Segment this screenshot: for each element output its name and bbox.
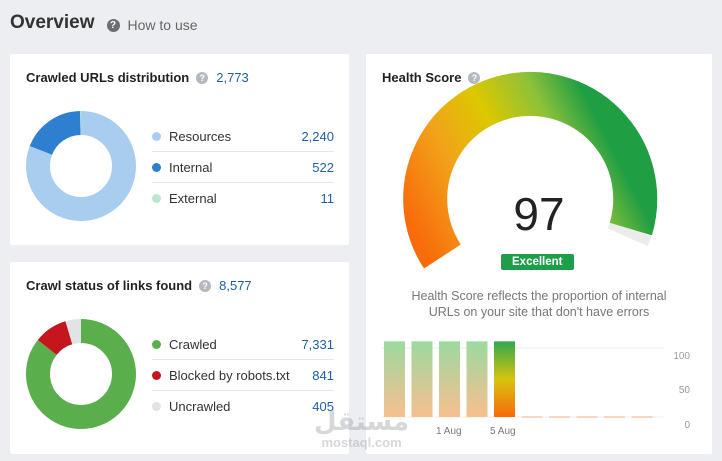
gauge-value-arc <box>403 71 658 269</box>
crawled-urls-card: Crawled URLs distribution ? 2,773 Resour… <box>10 54 349 245</box>
how-to-use-label: How to use <box>127 17 198 33</box>
legend-row-blocked[interactable]: Blocked by robots.txt 841 <box>152 360 334 391</box>
crawled-urls-legend: Resources 2,240 Internal 522 External 11 <box>152 121 334 214</box>
blocked-color-dot <box>152 370 161 380</box>
help-icon[interactable]: ? <box>468 71 481 84</box>
legend-label: Uncrawled <box>169 399 231 414</box>
legend-value[interactable]: 841 <box>312 367 334 383</box>
x-axis-label-5-aug: 5 Aug <box>490 426 516 437</box>
crawl-status-card: Crawl status of links found ? 8,577 Craw… <box>10 262 349 454</box>
legend-row-internal[interactable]: Internal 522 <box>152 152 334 183</box>
history-bar[interactable] <box>411 341 433 417</box>
legend-label: Crawled <box>169 336 217 352</box>
crawled-urls-title: Crawled URLs distribution <box>26 70 190 85</box>
history-bar[interactable] <box>466 341 488 417</box>
external-color-dot <box>152 194 161 203</box>
legend-label: Internal <box>169 159 213 175</box>
crawl-status-total-link[interactable]: 8,577 <box>219 278 252 293</box>
legend-label: External <box>169 191 217 206</box>
uncrawled-color-dot <box>152 402 161 411</box>
crawl-status-donut-chart <box>26 319 136 429</box>
health-score-description: Health Score reflects the proportion of … <box>366 288 712 320</box>
uncrawled-slice[interactable] <box>26 319 136 429</box>
crawl-status-title-row: Crawl status of links found ? 8,577 <box>26 278 252 293</box>
page-title: Overview <box>10 12 95 33</box>
gauge-remaining-arc <box>607 221 652 247</box>
help-icon[interactable]: ? <box>199 279 212 292</box>
health-score-gauge <box>403 71 658 269</box>
legend-value[interactable]: 7,331 <box>301 336 334 352</box>
legend-row-resources[interactable]: Resources 2,240 <box>152 121 334 152</box>
history-bar[interactable] <box>521 416 543 418</box>
watermark: مستقل mostaql.com <box>314 408 409 450</box>
internal-color-dot <box>152 162 161 172</box>
history-bar[interactable] <box>576 416 598 418</box>
crawled-urls-title-row: Crawled URLs distribution ? 2,773 <box>26 70 249 85</box>
y-axis-tick-100: 100 <box>673 351 690 362</box>
health-history-chart <box>382 341 664 418</box>
legend-value[interactable]: 11 <box>320 191 335 206</box>
health-score-value: 97 <box>513 188 565 240</box>
health-score-card: Health Score ? 97 Excellent Health Score… <box>366 54 712 454</box>
x-axis-label-1-aug: 1 Aug <box>436 426 462 437</box>
description-line-1: Health Score reflects the proportion of … <box>411 289 667 303</box>
watermark-arabic: مستقل <box>314 407 410 437</box>
history-bar[interactable] <box>384 341 405 417</box>
health-rating-badge: Excellent <box>501 254 574 270</box>
legend-value[interactable]: 405 <box>312 399 334 414</box>
history-bar[interactable] <box>439 341 460 417</box>
legend-value[interactable]: 2,240 <box>301 128 334 144</box>
description-line-2: URLs on your site that don't have errors <box>428 305 650 319</box>
how-to-use-link[interactable]: ? How to use <box>106 17 198 33</box>
legend-row-crawled[interactable]: Crawled 7,331 <box>152 329 334 360</box>
watermark-latin: mostaql.com <box>321 435 402 450</box>
help-icon[interactable]: ? <box>196 71 209 84</box>
legend-value[interactable]: 522 <box>312 159 334 175</box>
help-icon: ? <box>106 18 120 32</box>
history-bar[interactable] <box>494 341 515 417</box>
legend-label: Blocked by robots.txt <box>169 367 290 383</box>
external-slice[interactable] <box>26 111 136 221</box>
health-score-title: Health Score <box>382 70 462 85</box>
history-bar[interactable] <box>631 416 653 418</box>
legend-row-uncrawled[interactable]: Uncrawled 405 <box>152 391 334 422</box>
legend-row-external[interactable]: External 11 <box>152 183 334 214</box>
crawled-color-dot <box>152 339 161 349</box>
health-score-title-row: Health Score ? <box>382 70 481 85</box>
crawled-urls-donut-chart <box>26 111 136 221</box>
y-axis-tick-0: 0 <box>684 420 690 431</box>
history-bar[interactable] <box>604 416 625 418</box>
history-bar[interactable] <box>549 416 570 418</box>
resources-color-dot <box>152 131 161 141</box>
legend-label: Resources <box>169 128 232 144</box>
overview-header: Overview ? How to use <box>10 12 198 34</box>
y-axis-tick-50: 50 <box>678 385 690 396</box>
crawl-status-legend: Crawled 7,331 Blocked by robots.txt 841 … <box>152 329 334 422</box>
crawl-status-title: Crawl status of links found <box>26 278 193 293</box>
crawled-urls-total-link[interactable]: 2,773 <box>216 70 249 85</box>
